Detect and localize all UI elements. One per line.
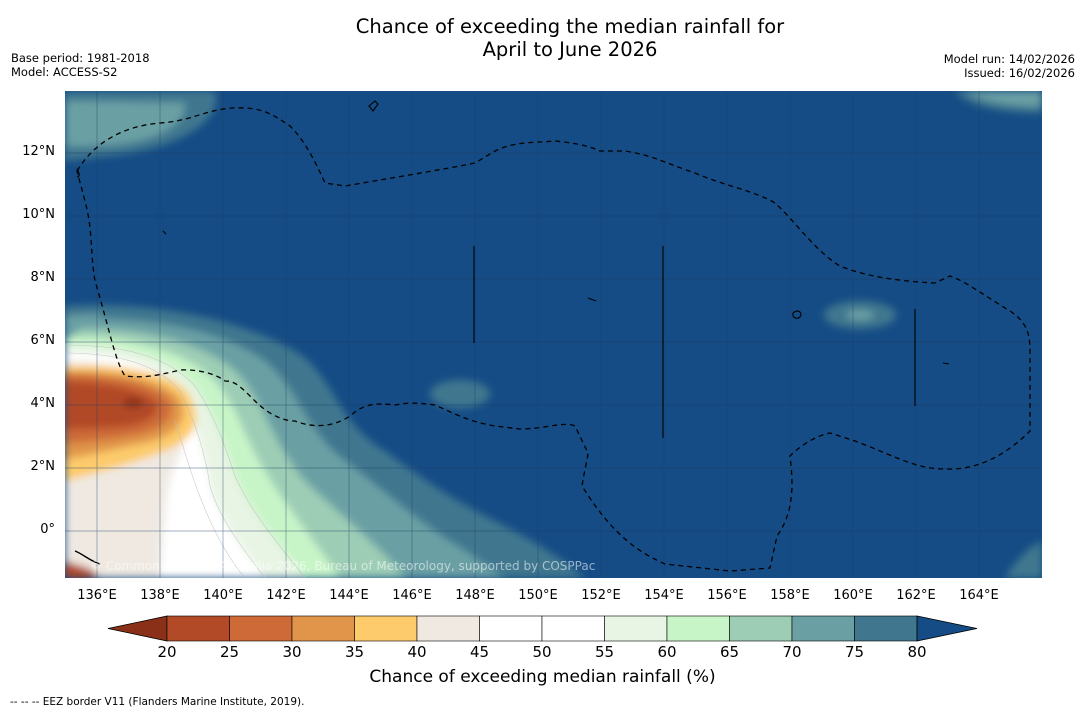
y-tick-label: 0° <box>40 522 55 537</box>
graticule <box>65 91 1042 578</box>
band-nw-70 <box>65 101 185 146</box>
model-run: Model run: 14/02/2026 <box>943 52 1075 66</box>
y-tick-label: 8°N <box>30 270 56 285</box>
base-period: Base period: 1981-2018 <box>11 51 150 65</box>
y-tick-label: 2°N <box>30 459 56 474</box>
colorbar-tick-label: 65 <box>719 643 740 661</box>
colorbar-segment <box>791 615 855 642</box>
blob-160e-inner <box>846 310 874 320</box>
x-tick-label: 146°E <box>392 588 432 603</box>
colorbar-tick-label: 35 <box>344 643 365 661</box>
islands <box>74 100 950 565</box>
y-tick-label: 6°N <box>30 333 56 348</box>
y-tick-label: 10°N <box>22 207 55 222</box>
colorbar-tick-label: 40 <box>407 643 427 661</box>
x-tick-label: 162°E <box>896 588 936 603</box>
x-tick-label: 136°E <box>77 588 117 603</box>
x-tick-label: 154°E <box>644 588 684 603</box>
x-tick-label: 152°E <box>581 588 621 603</box>
x-tick-label: 150°E <box>518 588 558 603</box>
rainfall-map: © Commonwealth of Australia 2026, Bureau… <box>65 91 1042 578</box>
band-sw-blue-notch <box>65 314 105 341</box>
eez-footnote: -- -- -- EEZ border V11 (Flanders Marine… <box>10 696 305 708</box>
colorbar-tick-label: 60 <box>657 643 677 661</box>
colorbar-segment <box>666 615 730 642</box>
x-tick-label: 142°E <box>266 588 306 603</box>
colorbar-tick-label: 75 <box>844 643 865 661</box>
issued-date: Issued: 16/02/2026 <box>964 66 1075 80</box>
colorbar-segment <box>291 615 355 642</box>
eez-border <box>76 107 1031 572</box>
colorbar-segment <box>229 615 293 642</box>
x-tick-label: 160°E <box>833 588 873 603</box>
x-tick-label: 164°E <box>959 588 999 603</box>
x-tick-label: 156°E <box>707 588 747 603</box>
colorbar-tick-label: 70 <box>782 643 802 661</box>
colorbar-tick-label: 80 <box>907 643 927 661</box>
band-sw-20 <box>123 398 143 408</box>
colorbar-segment <box>541 615 605 642</box>
colorbar-tick-label: 30 <box>282 643 302 661</box>
colorbar-tick-label: 55 <box>594 643 615 661</box>
colorbar-tick-label: 50 <box>532 643 552 661</box>
band-se-75 <box>1005 541 1042 578</box>
x-tick-label: 144°E <box>329 588 369 603</box>
x-tick-label: 158°E <box>770 588 810 603</box>
colorbar <box>107 615 978 642</box>
y-tick-label: 4°N <box>30 396 56 411</box>
colorbar-segment <box>729 615 793 642</box>
contour-bands <box>65 91 1042 578</box>
x-tick-label: 148°E <box>455 588 495 603</box>
colorbar-segment <box>479 615 543 642</box>
contour-lines <box>65 344 306 578</box>
colorbar-segment <box>166 615 230 642</box>
colorbar-extend-low <box>107 615 168 642</box>
blob-148e <box>430 380 490 408</box>
model-name: Model: ACCESS-S2 <box>11 65 118 79</box>
colorbar-extend-high <box>916 615 978 642</box>
chart-title-line1: Chance of exceeding the median rainfall … <box>355 15 785 38</box>
colorbar-segment <box>854 615 918 642</box>
chart-title-line2: April to June 2026 <box>482 38 658 61</box>
colorbar-tick-label: 45 <box>469 643 490 661</box>
band-ne-70 <box>965 91 1042 106</box>
band-sw-bottom <box>65 561 100 578</box>
colorbar-tick-label: 25 <box>219 643 240 661</box>
x-tick-label: 138°E <box>140 588 180 603</box>
colorbar-segment <box>604 615 668 642</box>
colorbar-segment <box>416 615 480 642</box>
colorbar-tick-label: 20 <box>157 643 177 661</box>
y-tick-label: 12°N <box>22 144 55 159</box>
copyright-watermark: © Commonwealth of Australia 2026, Bureau… <box>90 559 595 573</box>
colorbar-title: Chance of exceeding median rainfall (%) <box>369 667 716 687</box>
x-tick-label: 140°E <box>203 588 243 603</box>
colorbar-segment <box>354 615 418 642</box>
